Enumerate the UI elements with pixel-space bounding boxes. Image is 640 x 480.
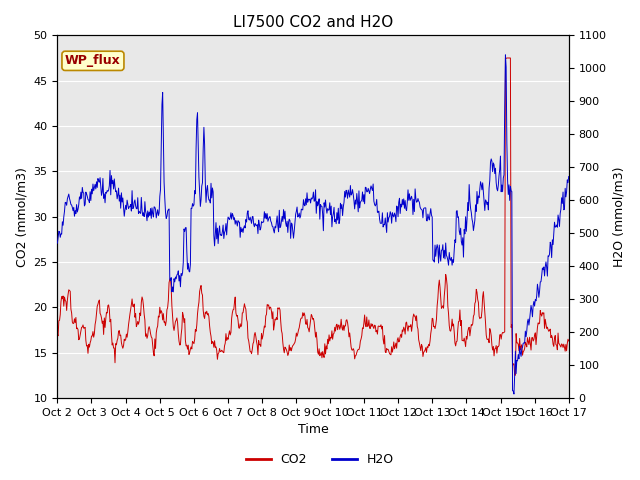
Legend: CO2, H2O: CO2, H2O (241, 448, 399, 471)
Y-axis label: H2O (mmol/m3): H2O (mmol/m3) (612, 167, 625, 267)
X-axis label: Time: Time (298, 423, 328, 436)
Text: WP_flux: WP_flux (65, 54, 121, 67)
Title: LI7500 CO2 and H2O: LI7500 CO2 and H2O (233, 15, 393, 30)
Y-axis label: CO2 (mmol/m3): CO2 (mmol/m3) (15, 167, 28, 266)
